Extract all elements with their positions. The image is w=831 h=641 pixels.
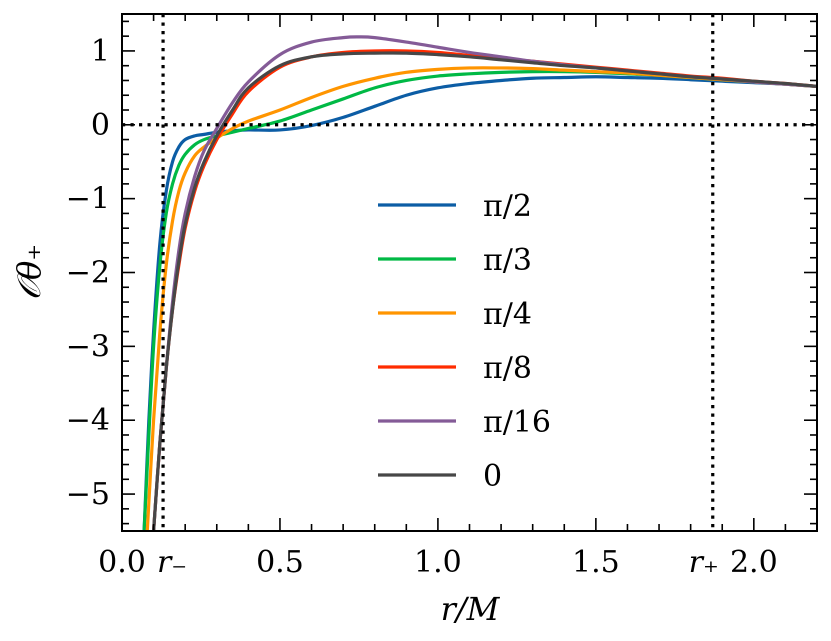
reference-lines [122,14,817,531]
legend-label-2: π/4 [483,297,532,332]
y-tick-label: −3 [66,329,110,364]
legend-label-3: π/8 [483,351,532,386]
x-tick-label: 0.5 [256,545,304,580]
legend-label-5: 0 [483,459,502,494]
y-axis-title: 𝒪θ₊ [10,244,48,300]
reference-line-label: r₋ [157,545,187,580]
tick-marks [121,14,818,531]
y-tick-label: −1 [66,182,110,217]
y-tick-label: −4 [66,403,110,438]
y-tick-label: 1 [91,34,110,69]
y-tick-label: −5 [66,477,110,512]
legend-label-4: π/16 [483,405,551,440]
series-line-1 [142,69,817,531]
x-tick-label: 0.0 [98,545,146,580]
series-line-0 [142,75,817,531]
series-line-4 [151,35,817,531]
x-tick-label: 1.0 [414,545,462,580]
reference-line-label: r₊ [689,545,719,580]
tick-labels: 0.0 0.5 1.0 1.5 2.0 −5 −4 −3 −2 −1 0 1 r₋ r₊ [66,34,778,580]
x-tick-label: 2.0 [730,545,778,580]
y-tick-label: 0 [91,108,110,143]
x-tick-label: 1.5 [572,545,620,580]
series-layer [142,35,817,531]
y-tick-label: −2 [66,256,110,291]
legend-label-0: π/2 [483,189,532,224]
series-line-5 [151,51,817,531]
legend-label-1: π/3 [483,243,532,278]
legend: π/2 π/3 π/4 π/8 π/16 0 [378,189,551,494]
x-axis-title: r/M [441,590,501,628]
